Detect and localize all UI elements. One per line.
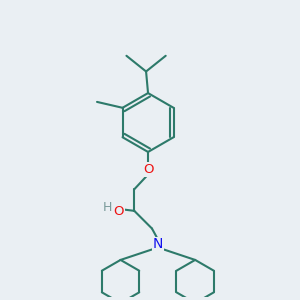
- Text: O: O: [113, 205, 124, 218]
- Text: N: N: [153, 237, 163, 251]
- Text: H: H: [103, 201, 112, 214]
- Text: O: O: [143, 163, 153, 176]
